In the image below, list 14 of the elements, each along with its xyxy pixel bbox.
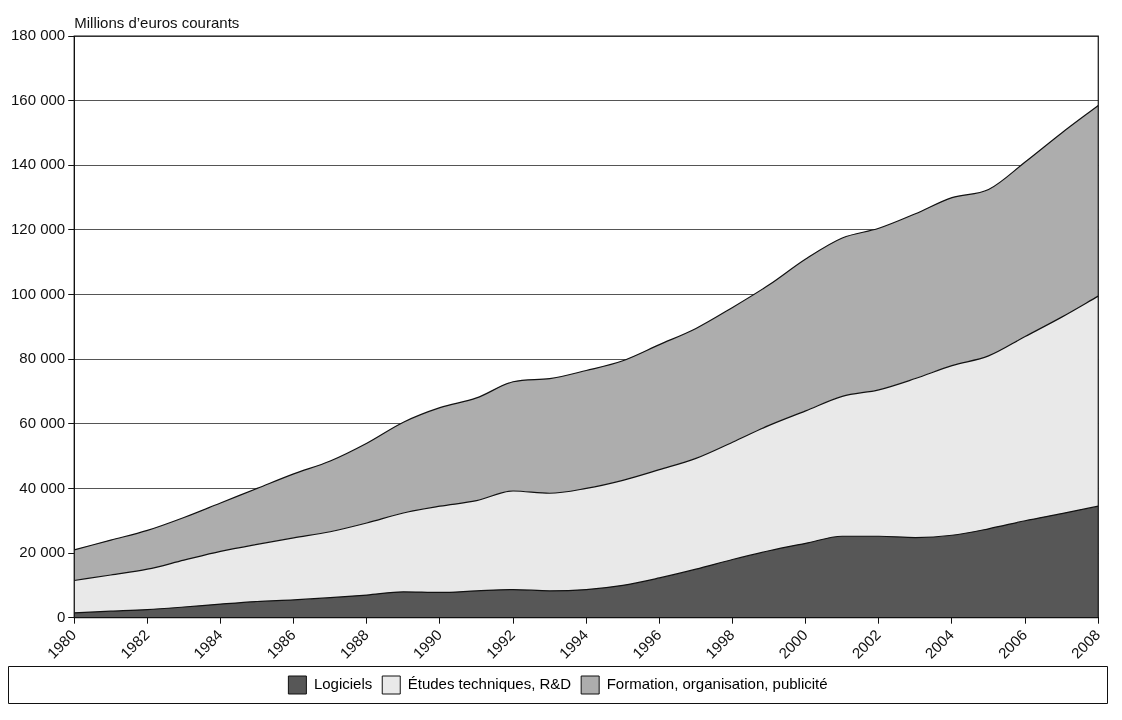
y-tick-label: 20 000 xyxy=(19,543,66,561)
y-tick-label: 160 000 xyxy=(10,90,66,108)
y-tick-label: 140 000 xyxy=(10,155,66,173)
y-tick-label: 0 xyxy=(56,607,66,625)
legend-label: Logiciels xyxy=(313,675,373,693)
y-tick-label: 120 000 xyxy=(10,220,66,238)
y-tick-label: 100 000 xyxy=(10,284,66,302)
y-tick-label: 60 000 xyxy=(19,413,66,431)
legend-label: Études techniques, R&D xyxy=(407,675,572,693)
y-tick-label: 180 000 xyxy=(10,26,66,44)
y-axis-title: Millions d’euros courants xyxy=(74,13,240,31)
y-tick-label: 80 000 xyxy=(19,349,66,367)
y-tick-label: 40 000 xyxy=(19,478,66,496)
legend-label: Formation, organisation, publicité xyxy=(606,675,828,693)
